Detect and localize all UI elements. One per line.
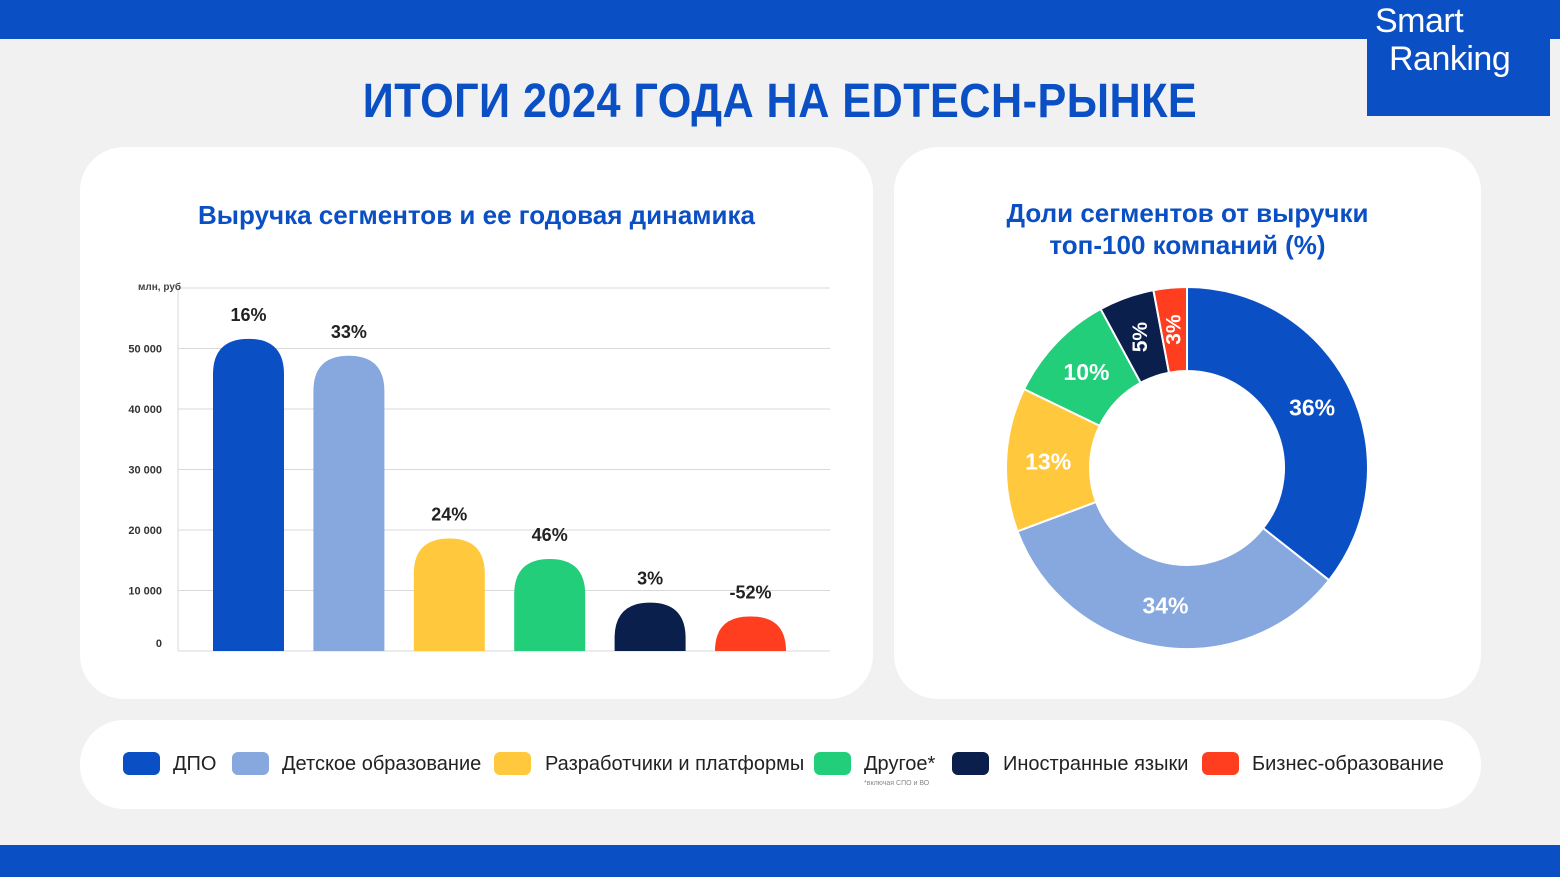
legend-label-kids: Детское образование — [282, 753, 482, 775]
donut-chart-title-line1: Доли сегментов от выручки — [1006, 198, 1369, 228]
legend-swatch-dpo — [123, 752, 160, 775]
donut-chart-title-line2: топ-100 компаний (%) — [1049, 230, 1326, 260]
bar-label-kids: 33% — [331, 322, 367, 342]
bar-lang — [614, 602, 686, 651]
bar-label-other: 46% — [532, 525, 568, 545]
bar-chart-y-label: млн, руб — [138, 281, 181, 293]
legend-swatch-dev — [494, 752, 531, 775]
bar-chart-data-labels: 16% 33% 24% 46% 3% -52% — [230, 305, 771, 603]
legend-label-biz: Бизнес-образование — [1252, 753, 1444, 775]
bar-y-tick-label: 30 000 — [128, 465, 162, 477]
legend-note-other: *включая СПО и ВО — [864, 780, 930, 787]
bar-label-biz: -52% — [729, 583, 771, 603]
legend-card: ДПО Детское образование Разработчики и п… — [80, 720, 1481, 809]
donut-slice-kids — [1016, 500, 1331, 650]
donut-label-biz: 3% — [1163, 314, 1186, 345]
donut-label-dpo: 36% — [1289, 394, 1335, 420]
donut-label-dev: 13% — [1025, 449, 1071, 475]
smart-ranking-logo: Smart Ranking — [1367, 0, 1550, 116]
bar-chart-card: Выручка сегментов и ее годовая динамика … — [80, 147, 873, 699]
legend-label-dev: Разработчики и платформы — [545, 753, 805, 775]
legend-label-dpo: ДПО — [173, 753, 217, 775]
bar-chart-title: Выручка сегментов и ее годовая динамика — [198, 200, 755, 230]
logo-text-smart: Smart — [1375, 2, 1464, 40]
donut-chart-card: Доли сегментов от выручки топ-100 компан… — [894, 147, 1481, 699]
donut-slice-dpo — [1186, 285, 1369, 582]
bar-chart-bars — [213, 338, 786, 651]
bottom-band — [0, 845, 1560, 877]
bar-label-dev: 24% — [431, 504, 467, 524]
bar-y-tick-label: 50 000 — [128, 344, 162, 356]
bar-y-tick-label: 40 000 — [128, 404, 162, 416]
legend-swatch-biz — [1202, 752, 1239, 775]
legend-swatch-kids — [232, 752, 269, 775]
bar-chart-y-ticks: 0 10 000 20 000 30 000 40 000 50 000 — [128, 344, 162, 651]
bar-label-lang: 3% — [637, 569, 663, 589]
donut-chart: 36% 34% 13% 10% 5% 3% — [1005, 285, 1369, 650]
legend-label-lang: Иностранные языки — [1003, 753, 1189, 775]
donut-slice-biz — [1152, 285, 1188, 374]
donut-chart-title: Доли сегментов от выручки топ-100 компан… — [894, 197, 1481, 261]
donut-label-lang: 5% — [1129, 322, 1152, 353]
top-band — [0, 0, 1560, 39]
legend-swatch-other — [814, 752, 851, 775]
legend-label-other: Другое* — [864, 753, 936, 775]
bar-biz — [715, 616, 786, 651]
logo-text-ranking: Ranking — [1389, 40, 1511, 78]
donut-label-kids: 34% — [1142, 592, 1188, 618]
bar-chart: 0 10 000 20 000 30 000 40 000 50 000 млн, руб… — [128, 281, 830, 652]
bar-kids — [313, 355, 385, 651]
donut-label-other: 10% — [1063, 359, 1109, 385]
bar-dev — [413, 538, 485, 651]
legend-swatch-lang — [952, 752, 989, 775]
bar-y-tick-label: 0 — [156, 638, 162, 650]
donut-chart-slices — [1005, 285, 1369, 650]
bar-other — [514, 559, 586, 651]
bar-dpo — [213, 338, 284, 651]
bar-label-dpo: 16% — [230, 305, 266, 325]
page-title: ИТОГИ 2024 ГОДА НА EDTECH-РЫНКЕ — [362, 75, 1198, 128]
donut-chart-labels: 36% 34% 13% 10% 5% 3% — [1025, 314, 1335, 618]
bar-y-tick-label: 20 000 — [128, 525, 162, 537]
bar-y-tick-label: 10 000 — [128, 586, 162, 598]
